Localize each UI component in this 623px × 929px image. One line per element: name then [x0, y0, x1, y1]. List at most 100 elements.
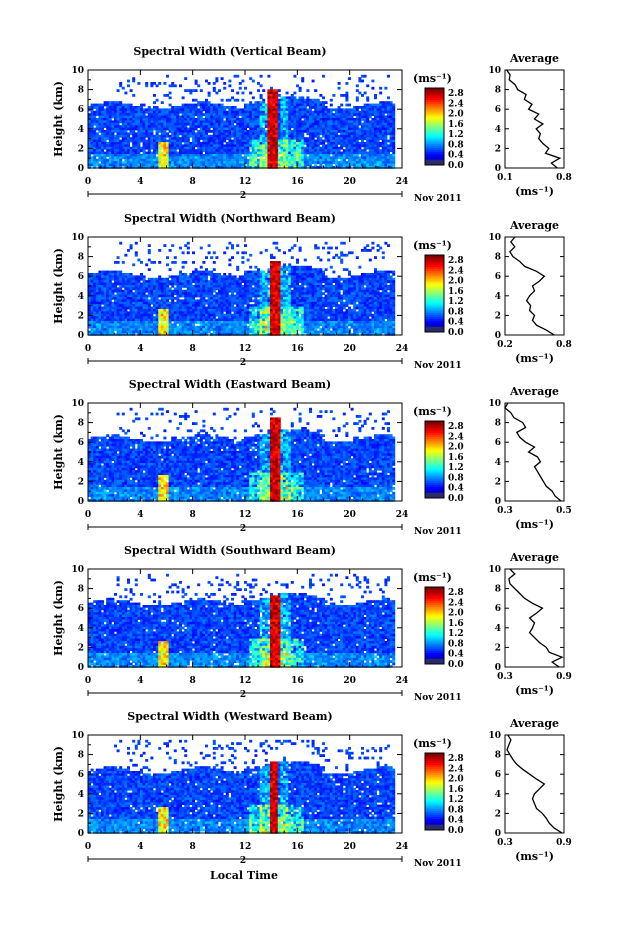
panel-southward-xtick-label: 0	[85, 676, 91, 686]
panel-westward-heatmap-cells	[88, 739, 396, 834]
panel-southward-average-ytick-label: 0	[495, 663, 501, 673]
panel-vertical-colorbar-tick-label: 2.8	[448, 89, 464, 99]
panel-southward-average-ytick-label: 6	[495, 604, 501, 614]
panel-northward-colorbar-tick-label: 2.4	[448, 266, 464, 276]
panel-westward-xtick-label: 0	[85, 842, 91, 852]
panel-eastward-heatmap-cells	[88, 407, 396, 502]
panel-vertical-xtick-label: 20	[343, 177, 356, 187]
panel-westward-day-label: 2	[240, 856, 246, 866]
panel-northward-average-xlabel: (ms⁻¹)	[515, 352, 554, 365]
panel-southward-colorbar-tick-label: 1.6	[448, 619, 464, 629]
panel-vertical-colorbar-tick-label: 0.4	[448, 151, 464, 161]
panel-northward-ytick-label: 10	[71, 233, 84, 243]
panel-eastward-xtick-label: 20	[343, 510, 356, 520]
panel-eastward-ytick-label: 8	[78, 419, 84, 429]
panel-southward-average-ytick-label: 8	[495, 585, 501, 595]
panel-southward-xtick-label: 12	[239, 676, 252, 686]
panel-westward-xtick-label: 20	[343, 842, 356, 852]
panel-northward-average-ytick-label: 4	[495, 292, 501, 302]
panel-eastward-average-ytick-label: 4	[495, 458, 501, 468]
panel-westward-ytick-label: 8	[78, 751, 84, 761]
panel-vertical-average-ytick-label: 10	[488, 66, 501, 76]
panel-eastward-xtick-label: 4	[137, 510, 143, 520]
panel-eastward-average-ytick-label: 0	[495, 497, 501, 507]
panel-westward-colorbar-tick-label: 2.8	[448, 754, 464, 764]
panel-southward-colorbar-tick-label: 1.2	[448, 629, 464, 639]
panel-vertical-colorbar-tick-label: 2.0	[448, 110, 464, 120]
panel-southward-xtick-label: 20	[343, 676, 356, 686]
panel-eastward-average-ytick-label: 2	[495, 477, 501, 487]
panel-southward-average-xlabel: (ms⁻¹)	[515, 684, 554, 697]
panel-westward-ytick-label: 0	[78, 829, 84, 839]
panel-westward-xtick-label: 16	[291, 842, 304, 852]
panel-vertical-date-label: Nov 2011	[414, 194, 462, 204]
panel-northward-xtick-label: 0	[85, 344, 91, 354]
panel-southward-ytick-label: 0	[78, 663, 84, 673]
panel-southward-ylabel: Height (km)	[52, 580, 65, 656]
panel-northward-average-ytick-label: 2	[495, 311, 501, 321]
panel-eastward-ytick-label: 2	[78, 477, 84, 487]
panel-southward-average-frame	[504, 568, 565, 668]
panel-vertical-ytick-label: 8	[78, 86, 84, 96]
panel-eastward-colorbar-tick-label: 1.6	[448, 453, 464, 463]
panel-northward-xtick-label: 12	[239, 344, 252, 354]
panel-eastward-xtick-label: 8	[190, 510, 196, 520]
panel-southward-colorbar-tick-label: 2.0	[448, 609, 464, 619]
panel-eastward-title: Spectral Width (Eastward Beam)	[129, 378, 331, 391]
panel-northward-colorbar-tick-label: 2.8	[448, 256, 464, 266]
panel-vertical-average-xlabel: (ms⁻¹)	[515, 185, 554, 198]
panel-southward-ytick-label: 2	[78, 643, 84, 653]
panel-vertical-ytick-label: 6	[78, 105, 84, 115]
panel-westward-colorbar-tick-label: 1.2	[448, 795, 464, 805]
panel-northward-average-xtick-label: 0.8	[556, 340, 572, 350]
panel-westward-average-line	[506, 734, 563, 834]
panel-westward-colorbar-tick-label: 2.4	[448, 764, 464, 774]
panel-southward-colorbar-tick-label: 0.0	[448, 660, 464, 670]
panel-vertical-ytick-label: 10	[71, 66, 84, 76]
panel-vertical-average-xtick-label: 0.1	[497, 173, 513, 183]
panel-northward-ytick-label: 2	[78, 311, 84, 321]
panel-vertical-xtick-label: 24	[396, 177, 409, 187]
panel-eastward-colorbar-unit: (ms⁻¹)	[413, 405, 452, 418]
panel-westward-ytick-label: 10	[71, 731, 84, 741]
panel-southward-day-label: 2	[240, 690, 246, 700]
panel-northward-colorbar-tick-label: 2.0	[448, 277, 464, 287]
panel-southward-colorbar-tick-label: 2.4	[448, 598, 464, 608]
panel-vertical-xtick-label: 4	[137, 177, 143, 187]
panel-southward-xtick-label: 4	[137, 676, 143, 686]
panel-vertical-heatmap-cells	[88, 74, 396, 169]
panel-eastward-ytick-label: 4	[78, 458, 84, 468]
panel-northward-average-ytick-label: 6	[495, 272, 501, 282]
panel-vertical-average-ytick-label: 6	[495, 105, 501, 115]
panel-westward-ytick-label: 6	[78, 770, 84, 780]
panel-westward-colorbar-frame	[424, 752, 445, 831]
panel-southward-xtick-label: 24	[396, 676, 409, 686]
panel-eastward-day-label: 2	[240, 524, 246, 534]
panel-westward-average-xlabel: (ms⁻¹)	[515, 850, 554, 863]
panel-eastward-xtick-label: 24	[396, 510, 409, 520]
panel-westward-colorbar-unit: (ms⁻¹)	[413, 737, 452, 750]
panel-northward-colorbar-frame	[424, 254, 445, 333]
panel-eastward-colorbar-tick-label: 1.2	[448, 463, 464, 473]
panel-westward-average-ytick-label: 2	[495, 809, 501, 819]
panel-southward-xtick-label: 16	[291, 676, 304, 686]
panel-vertical-ylabel: Height (km)	[52, 81, 65, 157]
panel-vertical-average-ytick-label: 2	[495, 144, 501, 154]
panel-westward-title: Spectral Width (Westward Beam)	[127, 710, 332, 723]
panel-southward-title: Spectral Width (Southward Beam)	[124, 544, 336, 557]
panel-southward-average-xtick-label: 0.9	[556, 672, 572, 682]
panel-eastward-ylabel: Height (km)	[52, 414, 65, 490]
panel-vertical-ytick-label: 2	[78, 144, 84, 154]
panel-vertical-colorbar-tick-label: 2.4	[448, 99, 464, 109]
panel-eastward-xtick-label: 0	[85, 510, 91, 520]
panel-eastward-date-label: Nov 2011	[414, 527, 462, 537]
panel-westward-ytick-label: 2	[78, 809, 84, 819]
figure-xlabel: Local Time	[210, 869, 278, 882]
panel-eastward-average-ytick-label: 6	[495, 438, 501, 448]
panel-eastward-average-xlabel: (ms⁻¹)	[515, 518, 554, 531]
panel-vertical-ytick-label: 4	[78, 125, 84, 135]
panel-southward-ytick-label: 10	[71, 565, 84, 575]
